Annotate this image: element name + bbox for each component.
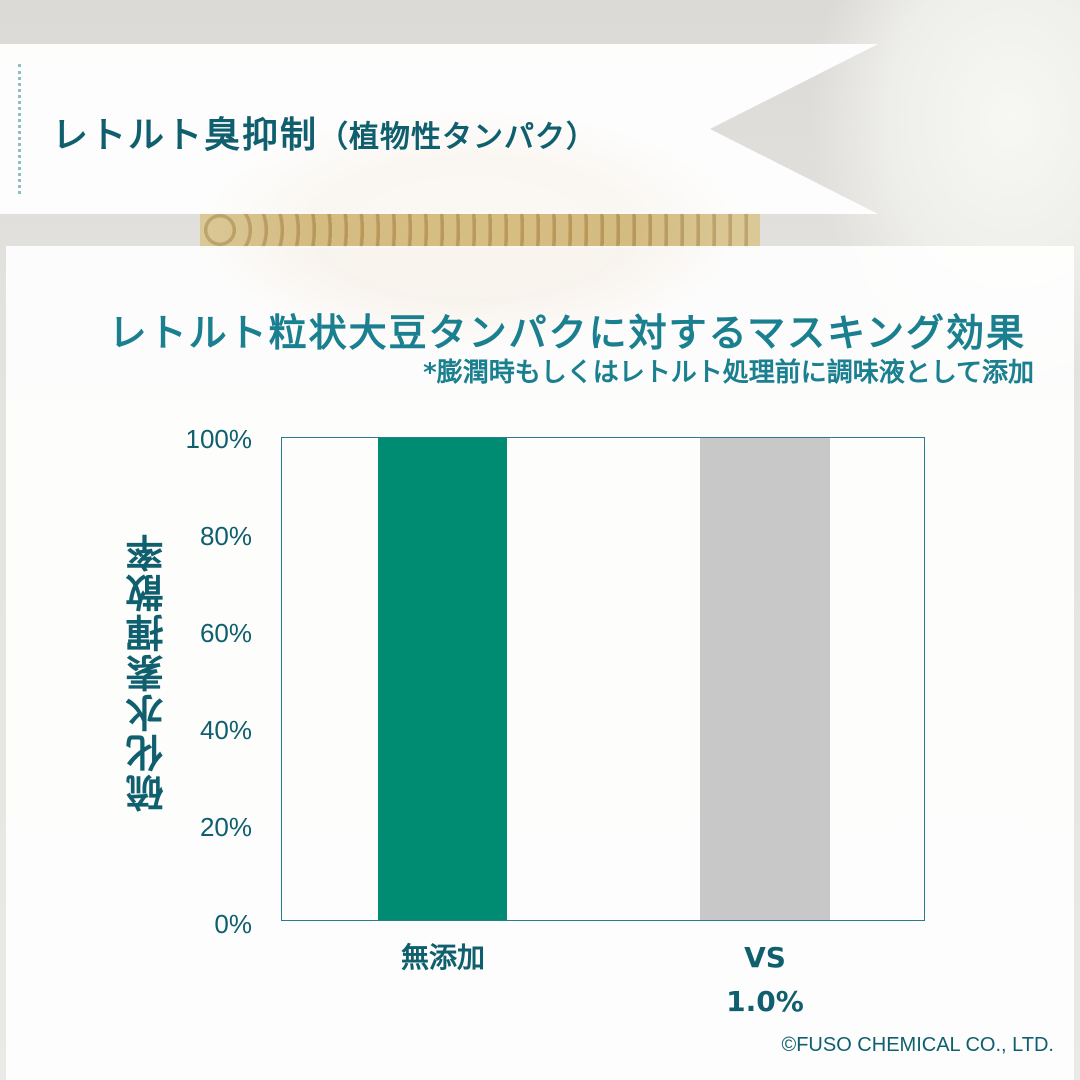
x-label-vs: VS [744, 941, 786, 974]
x-label-concentration: 1.0% [726, 985, 804, 1018]
dotted-accent-line [18, 64, 21, 194]
bar-vs-1-percent [700, 438, 830, 920]
page-title: レトルト臭抑制（植物性タンパク） [52, 106, 597, 158]
page-title-sub: （植物性タンパク） [318, 120, 598, 155]
y-tick-80: 80% [199, 521, 252, 551]
plot-area [281, 437, 925, 921]
soybeans-bowl-image [200, 212, 760, 248]
y-tick-20: 20% [199, 812, 252, 842]
page-title-main: レトルト臭抑制 [52, 115, 319, 156]
x-label-vs-1-percent: VS 1.0% [700, 940, 830, 1020]
y-tick-60: 60% [199, 618, 252, 648]
y-tick-100: 100% [185, 424, 253, 454]
y-tick-0: 0% [214, 909, 252, 939]
y-tick-40: 40% [199, 715, 252, 745]
chart-title: レトルト粒状大豆タンパクに対するマスキング効果 [108, 311, 1026, 355]
copyright: ©FUSO CHEMICAL CO., LTD. [781, 1034, 1054, 1056]
bar-no-additive [378, 438, 507, 920]
y-axis-label: 硫化水素揮散率 [126, 532, 170, 812]
chart-panel [6, 246, 1074, 1080]
x-label-no-additive: 無添加 [400, 941, 485, 974]
chart-subtitle: *膨潤時もしくはレトルト処理前に調味液として添加 [423, 358, 1034, 388]
